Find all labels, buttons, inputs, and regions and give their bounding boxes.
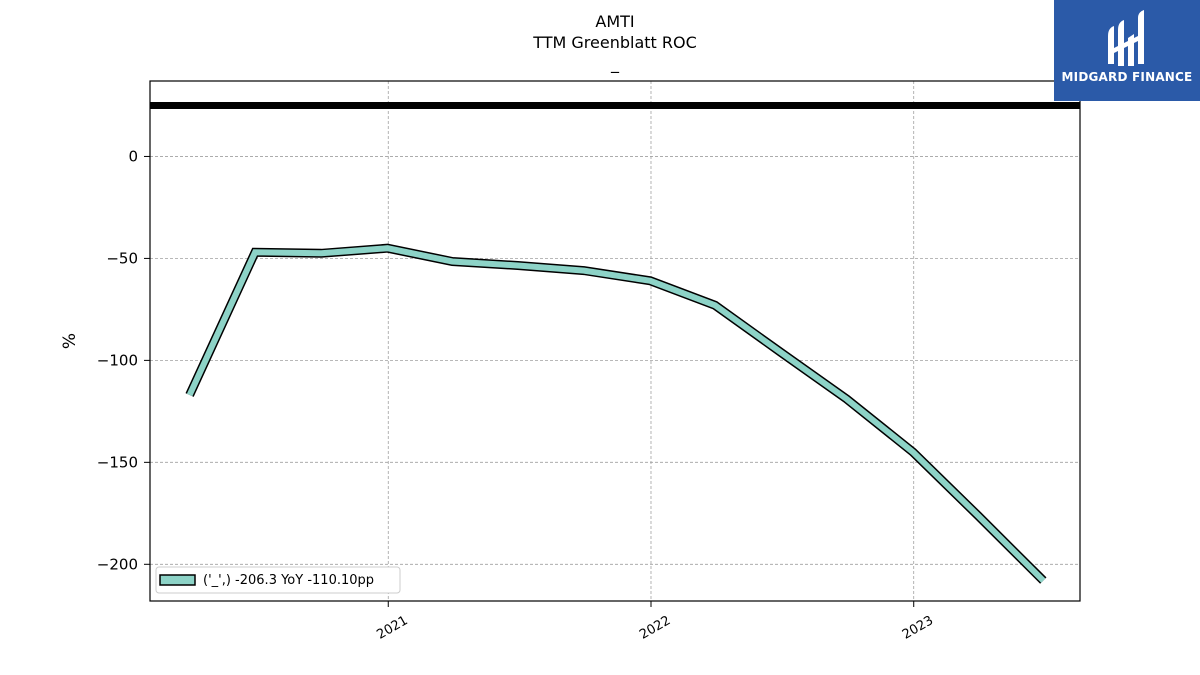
x-tick-label: 2023 [900,613,936,643]
y-tick-label: −200 [97,555,138,573]
data-point [650,280,651,281]
plot-frame [149,80,1081,602]
legend[interactable]: ('_',) -206.3 YoY -110.10pp [155,566,401,594]
y-tick-label: −150 [97,453,138,471]
brand-logo-mark-icon [1108,10,1144,66]
data-point [1043,580,1044,581]
series-line-outline [185,243,1047,584]
data-point [387,248,388,249]
legend-label: ('_',) -206.3 YoY -110.10pp [203,573,374,588]
data-point [189,395,190,396]
data-point [452,261,453,262]
data-point [584,270,585,271]
grid-layer [150,81,1080,601]
brand-name: MIDGARD FINANCE [1061,70,1193,84]
data-point [977,515,978,516]
x-tick-label: 2021 [374,613,410,643]
series-line [186,245,1046,583]
y-axis-label: % [60,333,80,349]
chart-title: AMTI [595,12,634,31]
legend-box [155,566,401,594]
chart-subtitle: TTM Greenblatt ROC [532,33,697,52]
data-point [780,352,781,353]
y-tick-label: −100 [97,351,138,369]
data-point [913,452,914,453]
chart-subtitle-secondary: _ [610,54,620,74]
brand-logo: MIDGARD FINANCE [1054,0,1200,101]
x-tick-label: 2022 [637,613,673,643]
data-point [846,399,847,400]
y-tick-label: −50 [106,249,138,267]
y-tick-label: 0 [128,147,138,165]
data-point [517,265,518,266]
legend-swatch [159,574,196,586]
series-layer [185,243,1047,584]
data-point [715,305,716,306]
data-point [255,252,256,253]
data-point [321,253,322,254]
